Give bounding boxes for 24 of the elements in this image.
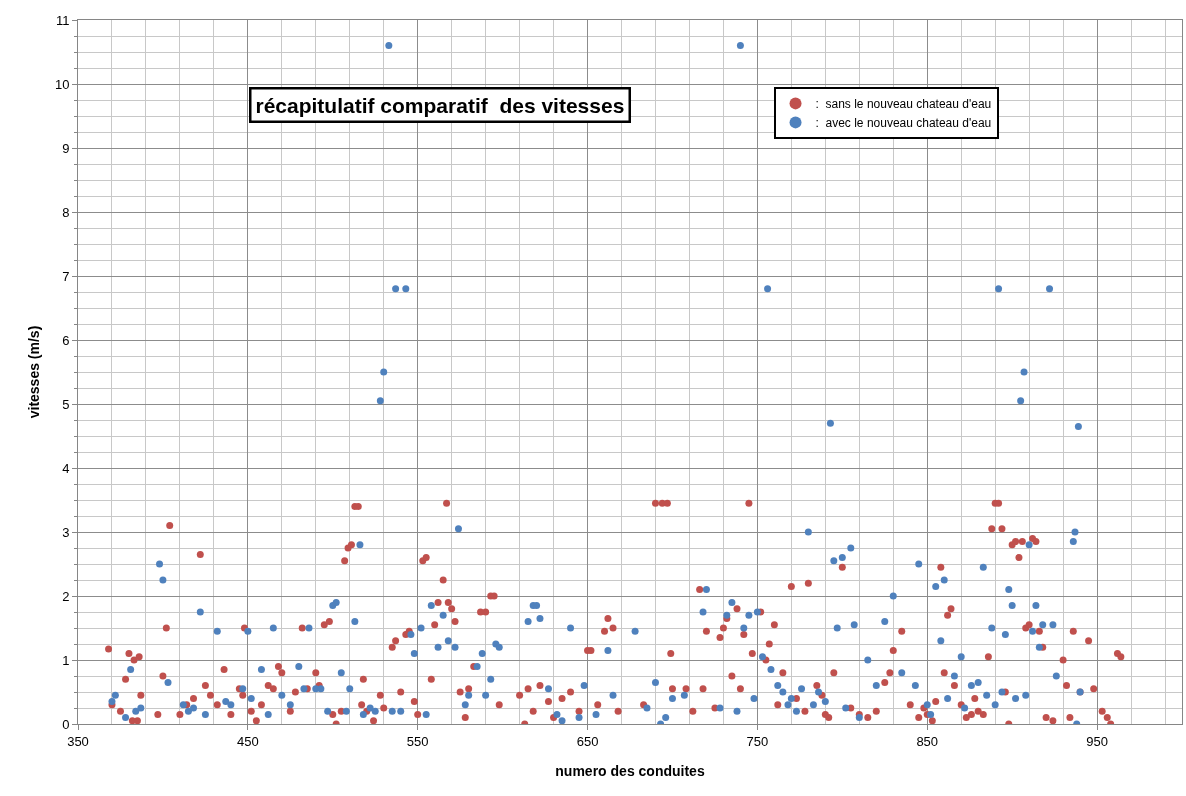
legend-label: : sans le nouveau chateau d'eau	[815, 97, 992, 112]
y-tick-label: 9	[62, 140, 70, 156]
y-tick-label: 4	[62, 460, 70, 476]
y-tick-label: 11	[55, 12, 70, 28]
text: récapitulatif comparatif des vitesses	[255, 93, 625, 117]
legend-label: : avec le nouveau chateau d'eau	[815, 116, 992, 131]
x-tick-label: 550	[406, 733, 429, 749]
y-tick-label: 10	[54, 76, 70, 92]
x-tick-label: 850	[916, 733, 939, 749]
y-tick-label: 5	[62, 396, 70, 412]
x-tick-label: 950	[1086, 733, 1108, 749]
y-tick-label: 8	[62, 204, 70, 220]
x-tick-label: 350	[67, 733, 89, 749]
y-tick-label: 7	[62, 268, 70, 284]
y-tick-label: 6	[62, 332, 70, 348]
y-tick-label: 0	[62, 716, 70, 732]
y-tick-label: 2	[62, 588, 70, 604]
x-tick-label: 750	[746, 733, 769, 749]
x-axis-title: numero des conduites	[555, 762, 705, 779]
y-tick-label: 1	[62, 652, 70, 668]
x-tick-label: 650	[576, 733, 599, 749]
x-tick-label: 450	[237, 733, 259, 749]
y-axis-title: vitesses (m/s)	[25, 325, 42, 419]
y-tick-label: 3	[62, 524, 70, 540]
